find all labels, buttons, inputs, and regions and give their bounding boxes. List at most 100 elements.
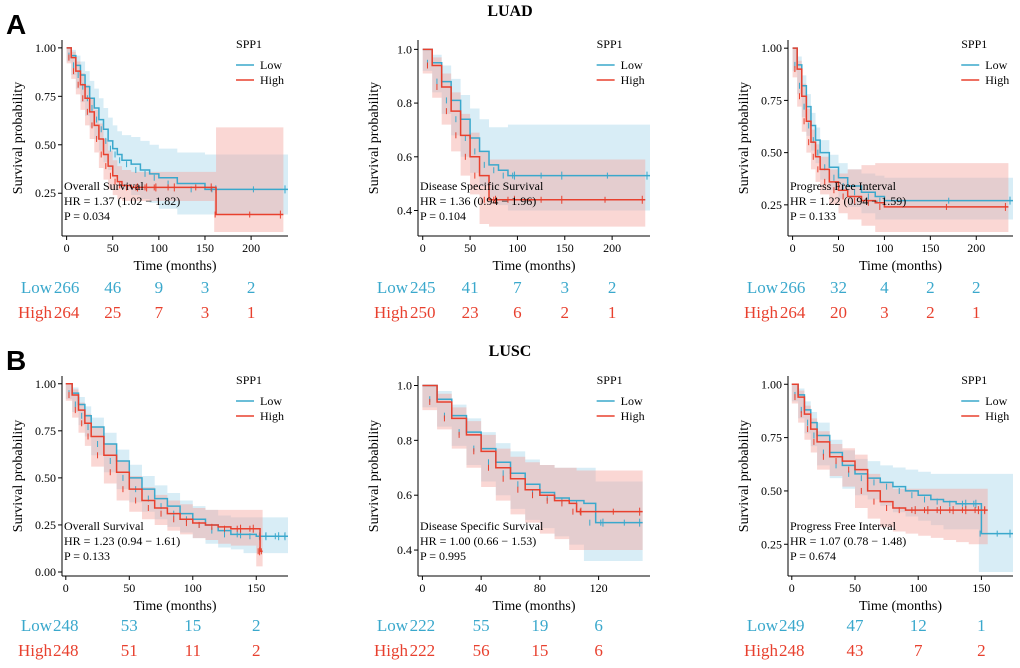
x-tick-label: 150 <box>972 581 990 595</box>
y-axis-label: Survival probability <box>11 82 26 194</box>
legend-label-high: High <box>260 409 284 423</box>
x-tick-label: 0 <box>419 581 425 595</box>
x-tick-label: 150 <box>247 581 265 595</box>
x-tick-label: 150 <box>556 241 574 255</box>
risk-label-high: High <box>374 303 409 322</box>
risk-count-high: 7 <box>914 641 923 660</box>
y-axis-label: Survival probability <box>737 82 752 194</box>
risk-count-high: 248 <box>53 641 79 660</box>
stats-annotation-line: HR = 1.23 (0.94 − 1.61) <box>64 534 180 548</box>
x-tick-label: 0 <box>64 241 70 255</box>
risk-label-low: Low <box>747 278 779 297</box>
legend-label-low: Low <box>621 394 643 408</box>
risk-count-low: 248 <box>53 616 79 635</box>
stats-annotation-line: P = 0.133 <box>64 549 110 563</box>
legend-label-high: High <box>985 409 1009 423</box>
risk-count-high: 15 <box>531 641 548 660</box>
y-tick-label: 0.75 <box>35 424 56 438</box>
legend-title: SPP1 <box>597 37 623 51</box>
risk-count-low: 266 <box>54 278 80 297</box>
risk-count-low: 245 <box>410 278 436 297</box>
risk-count-low: 266 <box>780 278 806 297</box>
stats-annotation-line: P = 0.034 <box>64 209 110 223</box>
x-axis-label: Time (months) <box>133 259 216 274</box>
x-tick-label: 80 <box>534 581 546 595</box>
risk-count-high: 250 <box>410 303 436 322</box>
x-tick-label: 0 <box>790 241 796 255</box>
risk-count-high: 3 <box>201 303 210 322</box>
ci-band-high <box>422 49 646 227</box>
risk-count-high: 23 <box>462 303 479 322</box>
risk-count-high: 1 <box>608 303 617 322</box>
y-tick-label: 1.00 <box>761 377 782 391</box>
risk-count-high: 3 <box>880 303 889 322</box>
km-panel-2: 0.4 0.6 0.8 1.0 0 50 100 150 200 Time (months) Sur… <box>367 37 650 322</box>
risk-count-high: 6 <box>594 641 603 660</box>
risk-count-low: 2 <box>252 616 261 635</box>
risk-count-low: 249 <box>779 616 805 635</box>
legend-title: SPP1 <box>236 37 262 51</box>
y-tick-label: 0.50 <box>761 484 782 498</box>
legend-label-low: Low <box>985 394 1007 408</box>
stats-annotation-line: Overall Survival <box>64 179 144 193</box>
risk-label-high: High <box>18 303 53 322</box>
stats-annotation-line: HR = 1.22 (0.94 − 1.59) <box>790 194 906 208</box>
risk-count-high: 264 <box>780 303 806 322</box>
y-tick-label: 0.6 <box>397 488 412 502</box>
y-tick-label: 0.25 <box>761 537 782 551</box>
panel-letter-b: B <box>6 345 26 376</box>
title-lusc: LUSC <box>489 343 532 360</box>
x-tick-label: 100 <box>909 581 927 595</box>
x-axis-label: Time (months) <box>859 259 942 274</box>
risk-count-high: 7 <box>155 303 164 322</box>
x-tick-label: 50 <box>123 581 135 595</box>
risk-count-low: 9 <box>155 278 164 297</box>
y-tick-label: 0.50 <box>35 471 56 485</box>
y-axis-label: Survival probability <box>11 420 26 532</box>
ci-band-high <box>792 48 1009 232</box>
risk-count-low: 55 <box>473 616 490 635</box>
panel-letter-a: A <box>6 9 26 40</box>
x-tick-label: 200 <box>967 241 985 255</box>
risk-count-high: 11 <box>185 641 201 660</box>
legend-label-low: Low <box>260 394 282 408</box>
km-panel-1: 0.25 0.50 0.75 1.00 0 50 100 150 200 Time (months… <box>11 37 288 322</box>
x-tick-label: 50 <box>833 241 845 255</box>
risk-count-high: 2 <box>561 303 570 322</box>
risk-count-high: 2 <box>252 641 261 660</box>
risk-count-low: 2 <box>972 278 981 297</box>
risk-count-low: 46 <box>104 278 121 297</box>
km-panel-3: 0.25 0.50 0.75 1.00 0 50 100 150 200 Time (months… <box>737 37 1013 322</box>
x-tick-label: 150 <box>921 241 939 255</box>
survival-curve-high <box>422 48 646 201</box>
legend-label-low: Low <box>260 58 282 72</box>
risk-count-low: 3 <box>201 278 210 297</box>
risk-count-high: 25 <box>104 303 121 322</box>
legend-label-low: Low <box>985 58 1007 72</box>
ci-band-high <box>422 385 643 551</box>
risk-label-low: Low <box>377 278 409 297</box>
stats-annotation-line: P = 0.995 <box>420 549 466 563</box>
risk-label-low: Low <box>747 616 779 635</box>
y-tick-label: 0.25 <box>761 198 782 212</box>
risk-count-low: 7 <box>513 278 522 297</box>
stats-annotation-line: Overall Survival <box>64 519 144 533</box>
km-panel-4: 0.00 0.25 0.50 0.75 1.00 0 50 100 150 Time (month… <box>11 373 288 660</box>
risk-count-high: 1 <box>247 303 256 322</box>
stats-annotation-line: Disease Specific Survival <box>420 519 544 533</box>
survival-curve-high <box>65 383 263 553</box>
risk-count-high: 20 <box>830 303 847 322</box>
legend-label-high: High <box>985 73 1009 87</box>
risk-count-low: 19 <box>531 616 548 635</box>
ci-band-low <box>422 385 643 562</box>
survival-curve-high <box>792 47 1009 208</box>
risk-count-high: 1 <box>972 303 981 322</box>
risk-label-low: Low <box>377 616 409 635</box>
x-tick-label: 0 <box>63 581 69 595</box>
x-tick-label: 200 <box>603 241 621 255</box>
y-tick-label: 0.75 <box>761 93 782 107</box>
stats-annotation-line: P = 0.104 <box>420 209 466 223</box>
risk-label-high: High <box>18 641 53 660</box>
risk-count-high: 264 <box>54 303 80 322</box>
